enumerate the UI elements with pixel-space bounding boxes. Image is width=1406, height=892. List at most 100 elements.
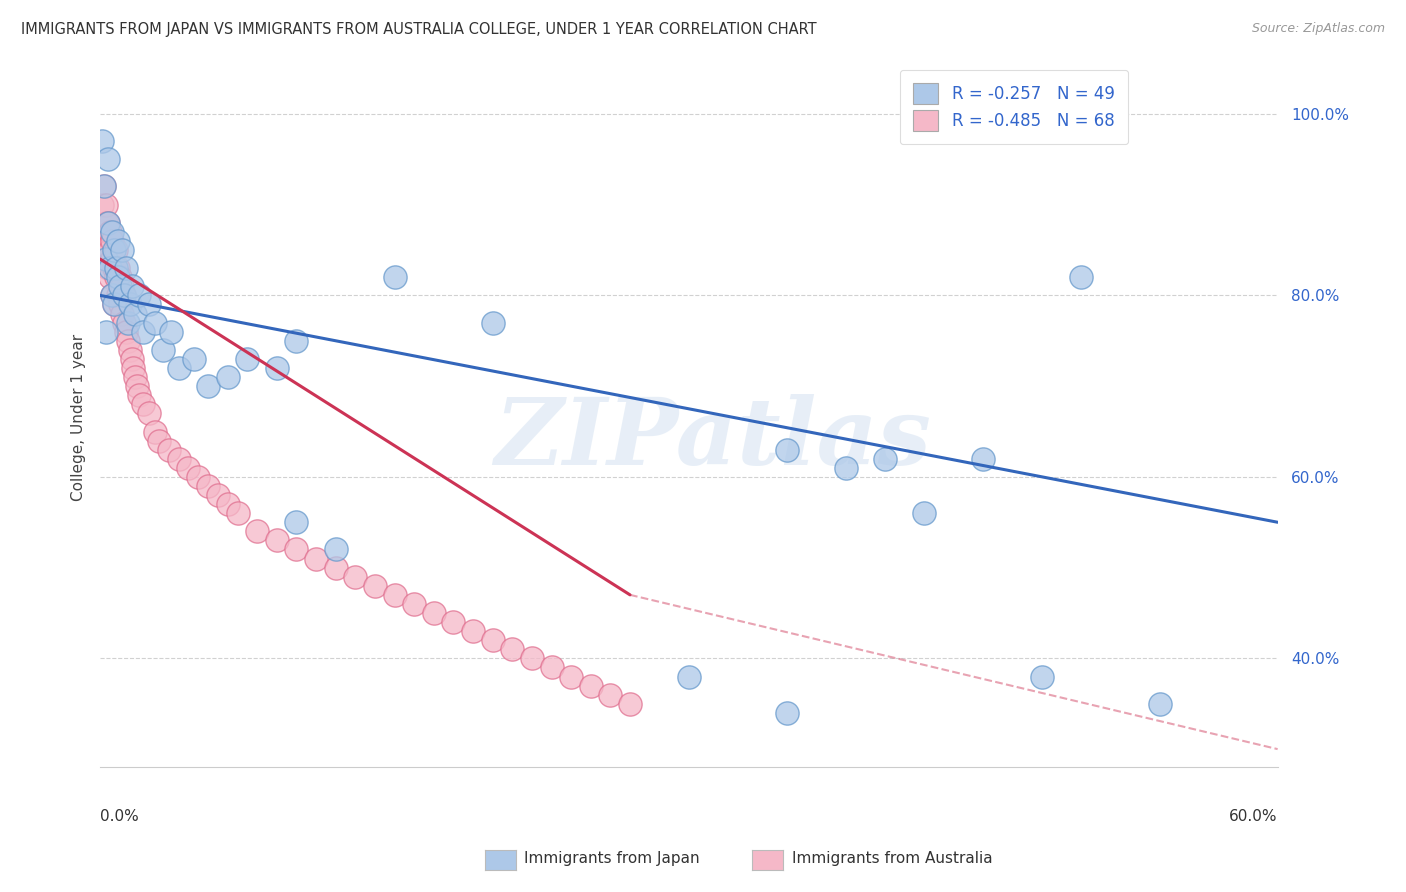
Point	[266, 533, 288, 548]
Point	[183, 351, 205, 366]
Point	[560, 669, 582, 683]
Point	[97, 234, 120, 248]
Point	[404, 597, 426, 611]
Point	[117, 316, 139, 330]
Point	[98, 270, 121, 285]
Point	[117, 334, 139, 348]
Text: Source: ZipAtlas.com: Source: ZipAtlas.com	[1251, 22, 1385, 36]
Point	[875, 451, 897, 466]
Point	[423, 606, 446, 620]
Point	[93, 179, 115, 194]
Point	[520, 651, 543, 665]
Point	[104, 243, 127, 257]
Point	[98, 261, 121, 276]
Point	[94, 216, 117, 230]
Point	[152, 343, 174, 357]
Point	[678, 669, 700, 683]
Point	[121, 279, 143, 293]
Point	[481, 316, 503, 330]
Point	[325, 560, 347, 574]
Text: Immigrants from Australia: Immigrants from Australia	[792, 851, 993, 865]
Point	[285, 542, 308, 557]
Point	[118, 343, 141, 357]
Point	[114, 261, 136, 276]
Point	[159, 325, 181, 339]
Point	[143, 425, 166, 439]
Point	[97, 216, 120, 230]
Point	[103, 297, 125, 311]
Point	[93, 243, 115, 257]
Text: 0.0%: 0.0%	[100, 809, 139, 824]
Point	[132, 397, 155, 411]
Point	[384, 588, 406, 602]
Point	[104, 261, 127, 276]
Point	[384, 270, 406, 285]
Point	[94, 252, 117, 266]
Point	[112, 288, 135, 302]
Point	[776, 706, 799, 720]
Point	[246, 524, 269, 539]
Point	[98, 243, 121, 257]
Point	[107, 234, 129, 248]
Point	[111, 306, 134, 320]
Point	[540, 660, 562, 674]
Point	[364, 579, 387, 593]
Point	[619, 697, 641, 711]
Point	[108, 270, 131, 285]
Point	[236, 351, 259, 366]
Text: 60.0%: 60.0%	[1229, 809, 1278, 824]
Point	[111, 279, 134, 293]
Point	[1070, 270, 1092, 285]
Point	[91, 134, 114, 148]
Point	[97, 261, 120, 276]
Point	[93, 179, 115, 194]
Point	[94, 252, 117, 266]
Point	[197, 479, 219, 493]
Point	[97, 216, 120, 230]
Point	[266, 361, 288, 376]
Point	[177, 460, 200, 475]
Point	[501, 642, 523, 657]
Point	[776, 442, 799, 457]
Point	[197, 379, 219, 393]
Point	[217, 497, 239, 511]
Point	[94, 325, 117, 339]
Point	[167, 451, 190, 466]
Point	[207, 488, 229, 502]
Point	[101, 225, 124, 239]
Point	[103, 243, 125, 257]
Point	[121, 351, 143, 366]
Text: Immigrants from Japan: Immigrants from Japan	[524, 851, 700, 865]
Point	[461, 624, 484, 639]
Point	[972, 451, 994, 466]
Point	[122, 361, 145, 376]
Point	[143, 316, 166, 330]
Point	[97, 153, 120, 167]
Point	[305, 551, 328, 566]
Point	[835, 460, 858, 475]
Point	[107, 261, 129, 276]
Point	[132, 325, 155, 339]
Point	[344, 570, 367, 584]
Point	[118, 297, 141, 311]
Point	[104, 270, 127, 285]
Point	[599, 688, 621, 702]
Legend: R = -0.257   N = 49, R = -0.485   N = 68: R = -0.257 N = 49, R = -0.485 N = 68	[900, 70, 1128, 144]
Point	[111, 243, 134, 257]
Point	[112, 316, 135, 330]
Y-axis label: College, Under 1 year: College, Under 1 year	[72, 334, 86, 501]
Point	[124, 306, 146, 320]
Point	[91, 197, 114, 211]
Point	[226, 506, 249, 520]
Point	[138, 297, 160, 311]
Point	[157, 442, 180, 457]
Point	[101, 288, 124, 302]
Point	[441, 615, 464, 629]
Text: ZIPatlas: ZIPatlas	[494, 394, 931, 483]
Point	[285, 515, 308, 529]
Point	[217, 370, 239, 384]
Point	[1031, 669, 1053, 683]
Point	[112, 288, 135, 302]
Point	[101, 252, 124, 266]
Point	[187, 470, 209, 484]
